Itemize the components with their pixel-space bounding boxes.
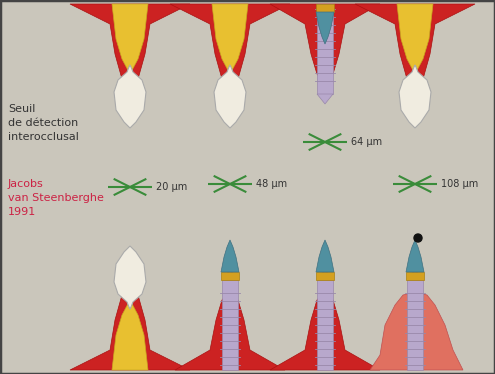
FancyBboxPatch shape [221, 272, 239, 280]
Text: Seuil
de détection
interocclusal: Seuil de détection interocclusal [8, 104, 79, 142]
Text: 20 µm: 20 µm [156, 182, 187, 192]
Polygon shape [317, 94, 333, 104]
Polygon shape [270, 290, 380, 370]
FancyBboxPatch shape [317, 280, 333, 370]
Polygon shape [170, 4, 290, 89]
Polygon shape [355, 4, 475, 89]
Polygon shape [212, 4, 248, 74]
Polygon shape [399, 65, 431, 128]
Polygon shape [270, 4, 380, 84]
FancyBboxPatch shape [316, 4, 334, 12]
Text: Jacobs
van Steenberghe
1991: Jacobs van Steenberghe 1991 [8, 179, 104, 217]
Circle shape [414, 234, 422, 242]
Polygon shape [316, 240, 334, 272]
Polygon shape [316, 12, 334, 44]
Polygon shape [221, 240, 239, 272]
Polygon shape [370, 292, 463, 370]
Polygon shape [114, 246, 146, 309]
Polygon shape [112, 300, 148, 370]
FancyBboxPatch shape [317, 4, 333, 94]
Text: 64 µm: 64 µm [351, 137, 382, 147]
Polygon shape [214, 65, 246, 128]
Polygon shape [114, 65, 146, 128]
FancyBboxPatch shape [407, 280, 423, 370]
FancyBboxPatch shape [316, 272, 334, 280]
Polygon shape [70, 4, 190, 89]
Polygon shape [397, 4, 433, 74]
FancyBboxPatch shape [406, 272, 424, 280]
Polygon shape [407, 270, 423, 280]
Polygon shape [317, 270, 333, 280]
Polygon shape [70, 285, 190, 370]
Polygon shape [406, 240, 424, 272]
Text: 108 µm: 108 µm [441, 179, 478, 189]
FancyBboxPatch shape [222, 280, 238, 370]
Polygon shape [175, 290, 285, 370]
Polygon shape [222, 270, 238, 280]
Polygon shape [112, 4, 148, 74]
Text: 48 µm: 48 µm [256, 179, 287, 189]
